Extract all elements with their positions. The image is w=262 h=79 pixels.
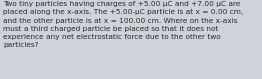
- Text: Two tiny particles having charges of +5.00 μC and +7.00 μC are
placed along the : Two tiny particles having charges of +5.…: [3, 1, 243, 48]
